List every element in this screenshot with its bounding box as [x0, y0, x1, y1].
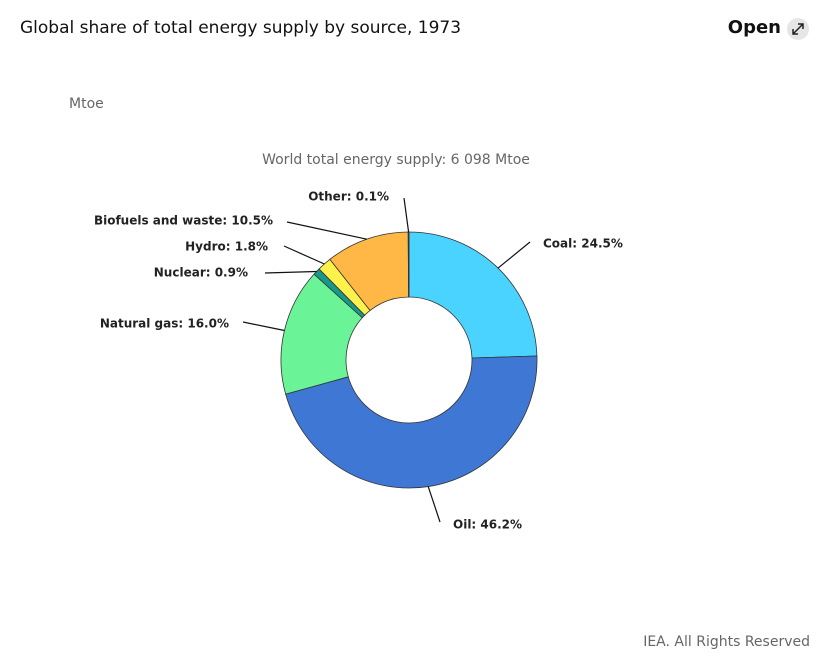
data-label: Hydro: 1.8%	[185, 240, 268, 254]
leader-line	[264, 270, 317, 274]
title: Global share of total energy supply by s…	[20, 18, 461, 38]
chart-subtitle: World total energy supply: 6 098 Mtoe	[262, 152, 530, 168]
slice	[408, 231, 538, 359]
credit: IEA. All Rights Reserved	[643, 634, 810, 650]
data-label: Coal: 24.5%	[543, 237, 623, 251]
open-button[interactable]: Open	[728, 17, 809, 40]
data-label: Other: 0.1%	[308, 190, 389, 204]
leader-line	[403, 197, 410, 233]
leader-line	[283, 245, 325, 265]
slice	[407, 231, 410, 298]
open-arrow	[792, 23, 804, 35]
unit-label: Mtoe	[69, 96, 104, 112]
donut: Coal: 24.5% Oil: 46.2% Natural gas: 16.0% N…	[94, 190, 623, 532]
data-label: Natural gas: 16.0%	[100, 317, 229, 331]
leader-line	[497, 241, 531, 269]
leader-line	[286, 221, 367, 240]
data-label: Oil: 46.2%	[453, 518, 522, 532]
slice	[285, 355, 538, 489]
data-label: Nuclear: 0.9%	[154, 266, 248, 280]
data-label: Biofuels and waste: 10.5%	[94, 214, 273, 228]
leader-line	[242, 321, 285, 332]
leader-line	[427, 486, 441, 523]
open-label[interactable]: Open	[728, 17, 781, 38]
